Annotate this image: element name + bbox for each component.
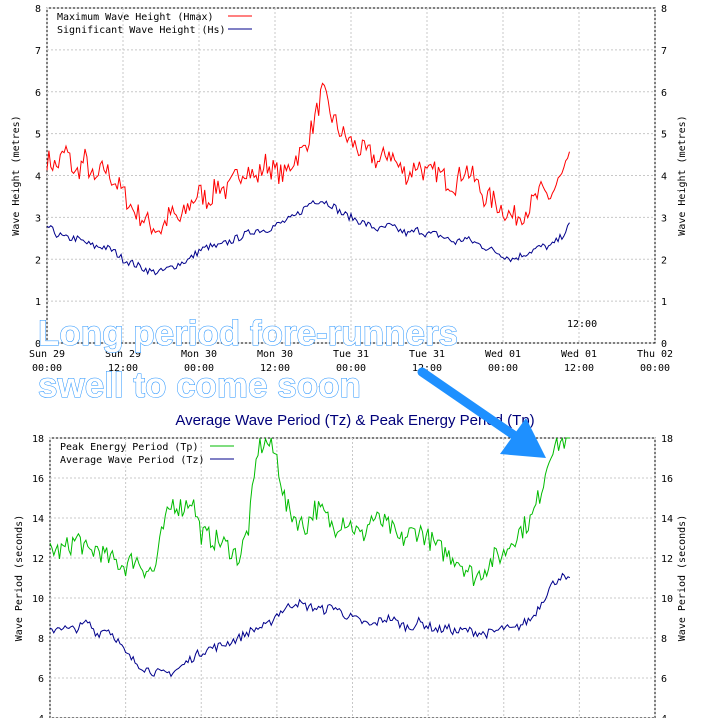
y-tick-label-left: 0 [35,339,41,350]
y-tick-label-left: 8 [38,634,44,645]
y-tick-label-left: 6 [35,88,41,99]
series-line [49,436,570,587]
y-tick-label-right: 5 [661,130,667,141]
y-tick-label-left: 5 [35,130,41,141]
x-tick-day: Mon 30 [257,349,293,360]
y-tick-label-right: 8 [661,4,667,15]
y-tick-label-right: 14 [661,514,673,525]
y-tick-label-left: 6 [38,674,44,685]
annotation-arrow [417,367,546,458]
partial-x-axis-title: t [318,384,324,395]
y-tick-label-left: 12 [32,554,44,565]
partial-time-label: 12:00 [567,319,597,330]
y-tick-label-left: 16 [32,474,44,485]
y-tick-label-left: 2 [35,255,41,266]
x-tick-day: Wed 01 [561,349,597,360]
x-tick-day: Mon 30 [181,349,217,360]
x-tick-day: Tue 31 [333,349,369,360]
y-tick-label-right: 8 [661,634,667,645]
x-tick-day: Sun 29 [29,349,65,360]
y-tick-label-right: 0 [661,339,667,350]
x-tick-time: 00:00 [336,363,366,374]
legend-label: Significant Wave Height (Hs) [57,25,226,36]
y-tick-label-right: 6 [661,88,667,99]
y-tick-label-right: 6 [661,674,667,685]
y-tick-label-right: 2 [661,255,667,266]
y-tick-label-right: 18 [661,434,673,445]
y-axis-label-right: Wave Height (metres) [677,115,688,235]
y-tick-label-left: 14 [32,514,44,525]
x-tick-day: Tue 31 [409,349,445,360]
legend-label: Maximum Wave Height (Hmax) [57,12,214,23]
series-line [46,82,570,236]
x-tick-day: Sun 29 [105,349,141,360]
y-tick-label-left: 10 [32,594,44,605]
y-tick-label-right: 3 [661,213,667,224]
legend-label: Peak Energy Period (Tp) [60,442,198,453]
y-tick-label-right: 1 [661,297,667,308]
period-chart-title: Average Wave Period (Tz) & Peak Energy P… [175,412,534,429]
x-tick-time: 00:00 [640,363,670,374]
x-tick-time: 12:00 [412,363,442,374]
wave-height-chart: 0 0 1 1 2 2 3 3 4 4 5 5 6 6 7 7 8 8 Sun 29 00:00 Sun 29 12:00… [11,4,688,374]
y-tick-label-left: 1 [35,297,41,308]
y-tick-label-left: 4 [38,714,44,718]
y-tick-label-left: 7 [35,46,41,57]
x-tick-time: 12:00 [260,363,290,374]
y-axis-label-left: Wave Height (metres) [11,115,22,235]
y-axis-label-left: Wave Period (seconds) [14,515,25,641]
y-tick-label-right: 16 [661,474,673,485]
y-tick-label-left: 18 [32,434,44,445]
annotation-line-2: swell to come soon [38,366,361,405]
x-tick-time: 00:00 [184,363,214,374]
series-line [46,199,570,276]
y-tick-label-left: 3 [35,213,41,224]
y-axis-label-right: Wave Period (seconds) [677,515,688,641]
y-tick-label-right: 12 [661,554,673,565]
y-tick-label-right: 7 [661,46,667,57]
x-tick-day: Wed 01 [485,349,521,360]
y-tick-label-right: 10 [661,594,673,605]
annotation-line-1: Long period fore-runners [38,314,458,353]
y-tick-label-right: 4 [661,714,667,718]
y-tick-label-left: 4 [35,172,41,183]
wave-period-chart: 4 4 6 6 8 8 10 10 12 12 14 14 16 16 18 18 Wave Period (s… [14,434,688,718]
legend-label: Average Wave Period (Tz) [60,455,205,466]
x-tick-time: 12:00 [564,363,594,374]
y-tick-label-right: 4 [661,172,667,183]
x-tick-time: 00:00 [32,363,62,374]
annotation-text: Long period fore-runners swell to come s… [38,314,459,406]
x-tick-day: Thu 02 [637,349,673,360]
x-tick-time: 00:00 [488,363,518,374]
series-line [49,572,571,678]
x-tick-time: 12:00 [108,363,138,374]
y-tick-label-left: 8 [35,4,41,15]
